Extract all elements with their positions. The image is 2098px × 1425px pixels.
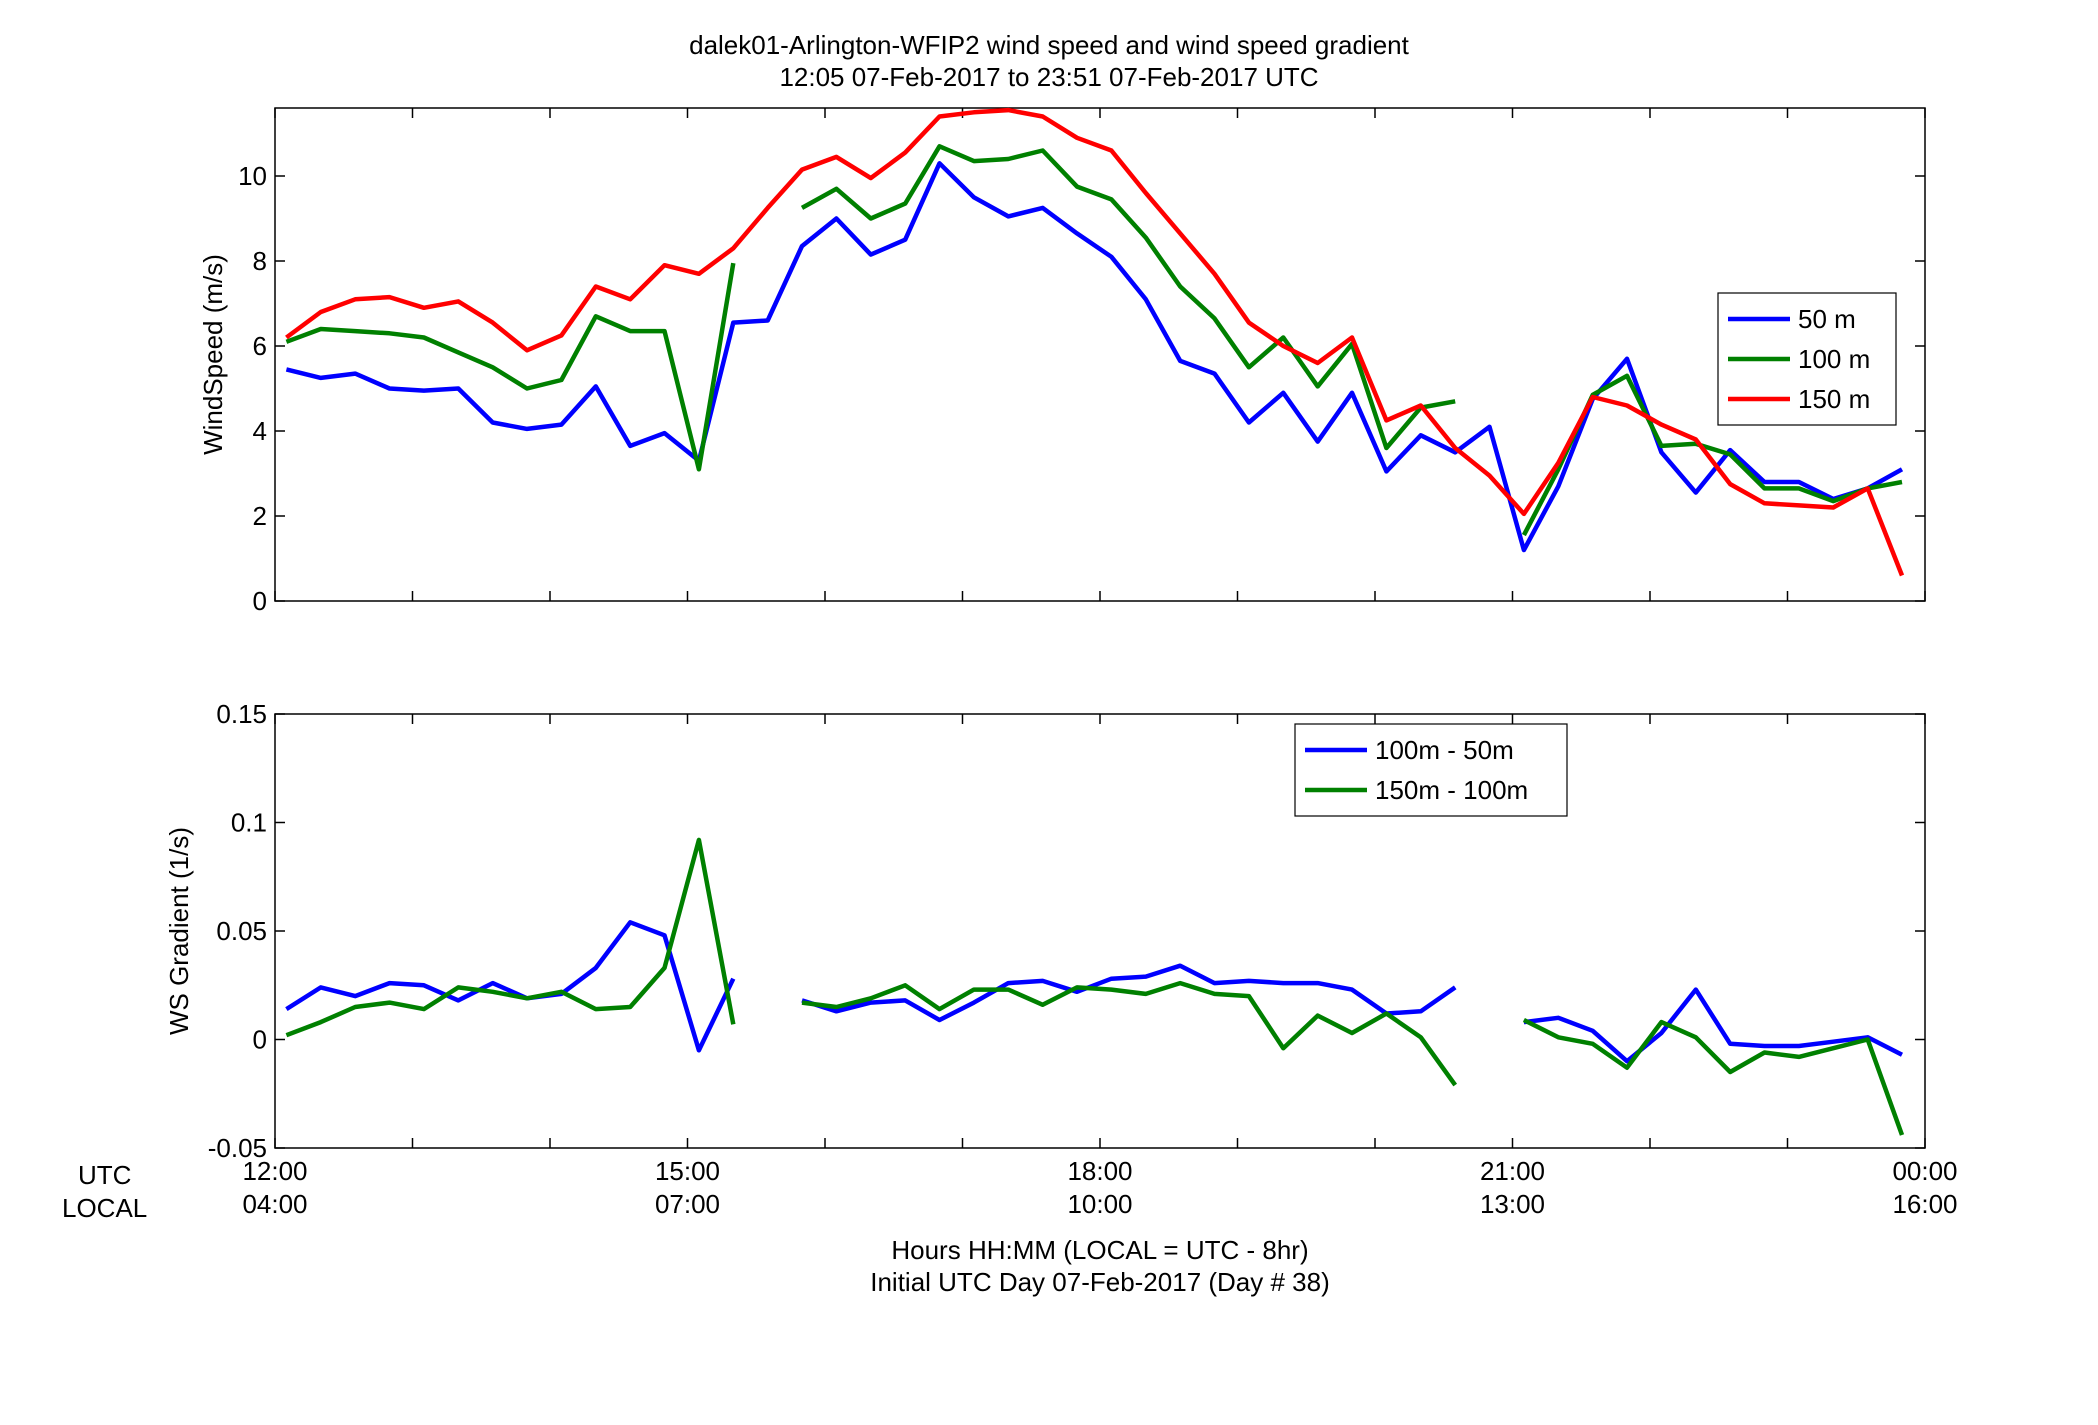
y-tick-label: 0.1 <box>231 808 267 838</box>
legend-label: 100 m <box>1798 344 1870 374</box>
y-tick-label: 0 <box>253 1025 267 1055</box>
y-tick-label: 10 <box>238 161 267 191</box>
series-line <box>800 144 1456 451</box>
y-tick-label: 0.05 <box>216 916 267 946</box>
series-line <box>1522 1017 1905 1136</box>
series-line <box>285 837 736 1038</box>
utc-row-label: UTC <box>78 1160 132 1190</box>
legend-label: 150 m <box>1798 384 1870 414</box>
x-tick-label-utc: 18:00 <box>1067 1156 1132 1186</box>
x-tick-label-local: 16:00 <box>1892 1189 1957 1219</box>
x-axis-label-line2: Initial UTC Day 07-Feb-2017 (Day # 38) <box>870 1267 1330 1297</box>
series-line <box>1523 987 1904 1064</box>
wind-speed-plot: 0 2 4 6 8 10 WindSpeed (m/s) 50 m 100 m 150 m <box>198 107 1926 616</box>
x-tick-label-utc: 12:00 <box>242 1156 307 1186</box>
y-tick-label: 8 <box>253 246 267 276</box>
plot-frame <box>274 107 1926 602</box>
x-tick-label-utc: 21:00 <box>1480 1156 1545 1186</box>
y-tick-label: 0.15 <box>216 699 267 729</box>
y-axis-label: WindSpeed (m/s) <box>198 254 228 455</box>
series-line <box>801 980 1458 1087</box>
x-tick-label-local: 10:00 <box>1067 1189 1132 1219</box>
local-row-label: LOCAL <box>62 1193 148 1223</box>
series-line <box>285 161 1904 553</box>
series-line <box>285 920 736 1053</box>
y-tick-label: 6 <box>253 331 267 361</box>
y-tick-label: 4 <box>253 416 267 446</box>
chart-title-line2: 12:05 07-Feb-2017 to 23:51 07-Feb-2017 U… <box>779 62 1319 92</box>
x-tick-label-utc: 00:00 <box>1892 1156 1957 1186</box>
legend-label: 50 m <box>1798 304 1856 334</box>
series-line <box>801 963 1457 1023</box>
x-axis-label-line1: Hours HH:MM (LOCAL = UTC - 8hr) <box>891 1235 1309 1265</box>
legend-box <box>1294 723 1568 817</box>
x-tick-label-utc: 15:00 <box>655 1156 720 1186</box>
ws-gradient-plot: -0.05 0 0.05 0.1 0.15 WS Gradient (1/s) 100m -… <box>164 699 1958 1219</box>
x-tick-label-local: 04:00 <box>242 1189 307 1219</box>
y-tick-label: 2 <box>253 501 267 531</box>
series-line <box>285 107 1905 577</box>
y-tick-label: 0 <box>253 586 267 616</box>
y-tick-label: -0.05 <box>208 1133 267 1163</box>
y-axis-label: WS Gradient (1/s) <box>164 827 194 1035</box>
legend-label: 150m - 100m <box>1375 775 1528 805</box>
legend-label: 100m - 50m <box>1375 735 1514 765</box>
x-tick-label-local: 13:00 <box>1480 1189 1545 1219</box>
chart-title-line1: dalek01-Arlington-WFIP2 wind speed and w… <box>689 30 1409 60</box>
plot-frame <box>274 713 1926 1149</box>
series-line <box>285 262 736 472</box>
x-tick-label-local: 07:00 <box>655 1189 720 1219</box>
